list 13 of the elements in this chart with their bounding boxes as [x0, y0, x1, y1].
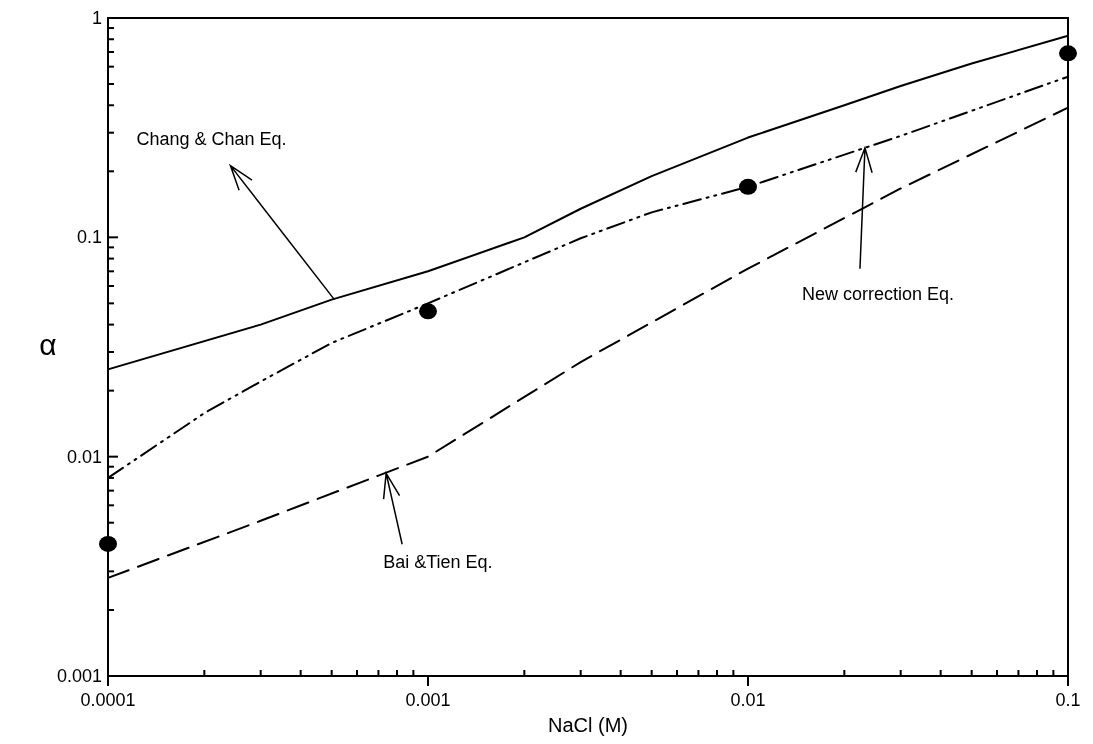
x-tick-label: 0.1: [1055, 690, 1081, 710]
x-axis-title: NaCl (M): [548, 714, 628, 736]
y-tick-label: 0.01: [66, 446, 102, 467]
x-tick-label: 0.0001: [80, 690, 136, 710]
x-tick-label: 0.001: [405, 690, 451, 710]
y-axis-title: α: [39, 328, 57, 361]
annotation: Bai &Tien Eq.: [383, 552, 493, 573]
y-tick-label: 0.001: [56, 666, 102, 686]
x-tick-label: 0.01: [730, 690, 766, 710]
y-tick-label: 1: [91, 8, 102, 28]
annotation: New correction Eq.: [801, 283, 955, 304]
y-tick-label: 0.1: [76, 227, 102, 248]
annotation: Chang & Chan Eq.: [136, 128, 287, 149]
